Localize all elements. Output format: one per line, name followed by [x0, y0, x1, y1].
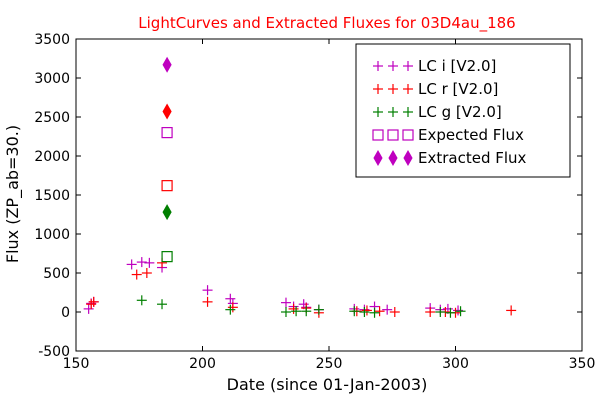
legend-marker	[373, 149, 383, 167]
legend-marker	[388, 84, 398, 94]
data-point-plus	[86, 299, 97, 310]
y-tick-label: 3500	[34, 32, 70, 48]
legend-marker	[403, 107, 413, 117]
x-axis-label: Date (since 01-Jan-2003)	[227, 375, 428, 394]
y-tick-label: -500	[38, 344, 70, 360]
data-point-plus	[227, 302, 238, 313]
data-point-plus	[280, 297, 291, 308]
y-tick-label: 500	[43, 266, 70, 282]
data-point-plus	[359, 307, 370, 317]
legend-marker	[373, 61, 383, 71]
data-point-plus	[280, 307, 291, 317]
legend-marker	[403, 149, 413, 167]
data-point-plus	[382, 304, 393, 315]
series-lc-g-v2-0	[136, 295, 466, 318]
data-point-plus	[389, 307, 400, 317]
data-point-plus	[225, 304, 236, 315]
plot-area: 150 200 250 300 350 -500 0 500 1000 1500 2000 2500 3…	[34, 32, 595, 372]
legend-label: LC g [V2.0]	[418, 103, 502, 121]
legend-marker	[388, 149, 398, 167]
data-point-plus	[83, 303, 94, 314]
y-tick-label: 1000	[34, 227, 70, 243]
legend-marker	[402, 129, 414, 141]
legend-marker	[372, 129, 384, 141]
legend: LC i [V2.0] LC r [V2.0] LC g [V2.0] Expecte…	[355, 43, 571, 178]
data-point-plus	[361, 305, 372, 316]
legend-entry: Expected Flux	[372, 126, 524, 144]
legend-marker	[373, 107, 383, 117]
legend-entry: LC i [V2.0]	[373, 57, 496, 75]
extracted-flux-marker	[162, 204, 172, 221]
legend-entry: LC r [V2.0]	[373, 80, 498, 98]
data-point-plus	[291, 306, 302, 317]
legend-marker	[388, 107, 398, 117]
x-tick-label: 150	[63, 356, 90, 372]
y-tick-label: 1500	[34, 188, 70, 204]
legend-marker	[373, 84, 383, 94]
series-extracted-flux	[162, 56, 172, 221]
data-point-plus	[136, 257, 147, 268]
data-point-plus	[374, 306, 385, 317]
series-expected-flux	[161, 126, 173, 263]
legend-marker	[403, 61, 413, 71]
data-point-plus	[349, 306, 360, 317]
y-tick-label: 2500	[34, 110, 70, 126]
data-point-plus	[506, 305, 517, 316]
data-point-plus	[445, 307, 456, 318]
expected-flux-marker	[161, 180, 173, 192]
data-point-plus	[455, 306, 466, 317]
legend-label: Expected Flux	[418, 126, 524, 144]
data-point-plus	[301, 306, 312, 317]
data-point-plus	[141, 268, 152, 278]
x-tick-label: 200	[189, 356, 216, 372]
data-point-plus	[202, 285, 213, 296]
extracted-flux-marker	[162, 56, 172, 73]
series-lc-r-v2-0	[86, 257, 517, 318]
data-point-plus	[369, 307, 380, 318]
y-tick-label: 3000	[34, 71, 70, 87]
expected-flux-marker	[161, 251, 173, 263]
data-point-plus	[313, 304, 324, 315]
legend-marker	[388, 61, 398, 71]
x-tick-label: 300	[442, 356, 469, 372]
data-point-plus	[453, 305, 464, 316]
y-axis-label: Flux (ZP_ab=30.)	[3, 125, 23, 263]
data-point-plus	[131, 269, 142, 280]
y-tick-label: 2000	[34, 149, 70, 165]
legend-entry: Extracted Flux	[373, 149, 527, 167]
data-marks	[83, 56, 517, 318]
x-tick-label: 250	[316, 356, 343, 372]
data-point-plus	[225, 293, 236, 304]
data-point-plus	[126, 259, 137, 270]
legend-marker	[387, 129, 399, 141]
data-point-plus	[144, 257, 155, 268]
legend-label: LC i [V2.0]	[418, 57, 496, 75]
legend-marker	[403, 84, 413, 94]
data-point-plus	[288, 303, 299, 314]
data-point-plus	[425, 307, 436, 317]
series-lc-i-v2-0	[83, 257, 464, 316]
x-tick-label: 350	[569, 356, 596, 372]
legend-label: LC r [V2.0]	[418, 80, 498, 98]
data-point-plus	[435, 307, 446, 317]
data-point-plus	[88, 296, 99, 307]
data-point-plus	[202, 296, 213, 307]
chart-title: LightCurves and Extracted Fluxes for 03D…	[138, 14, 515, 33]
data-point-plus	[157, 299, 168, 310]
data-point-plus	[136, 295, 147, 306]
y-tick-label: 0	[61, 305, 70, 321]
expected-flux-marker	[161, 126, 173, 139]
extracted-flux-marker	[162, 103, 172, 120]
legend-entry: LC g [V2.0]	[373, 103, 502, 121]
legend-label: Extracted Flux	[418, 149, 527, 167]
